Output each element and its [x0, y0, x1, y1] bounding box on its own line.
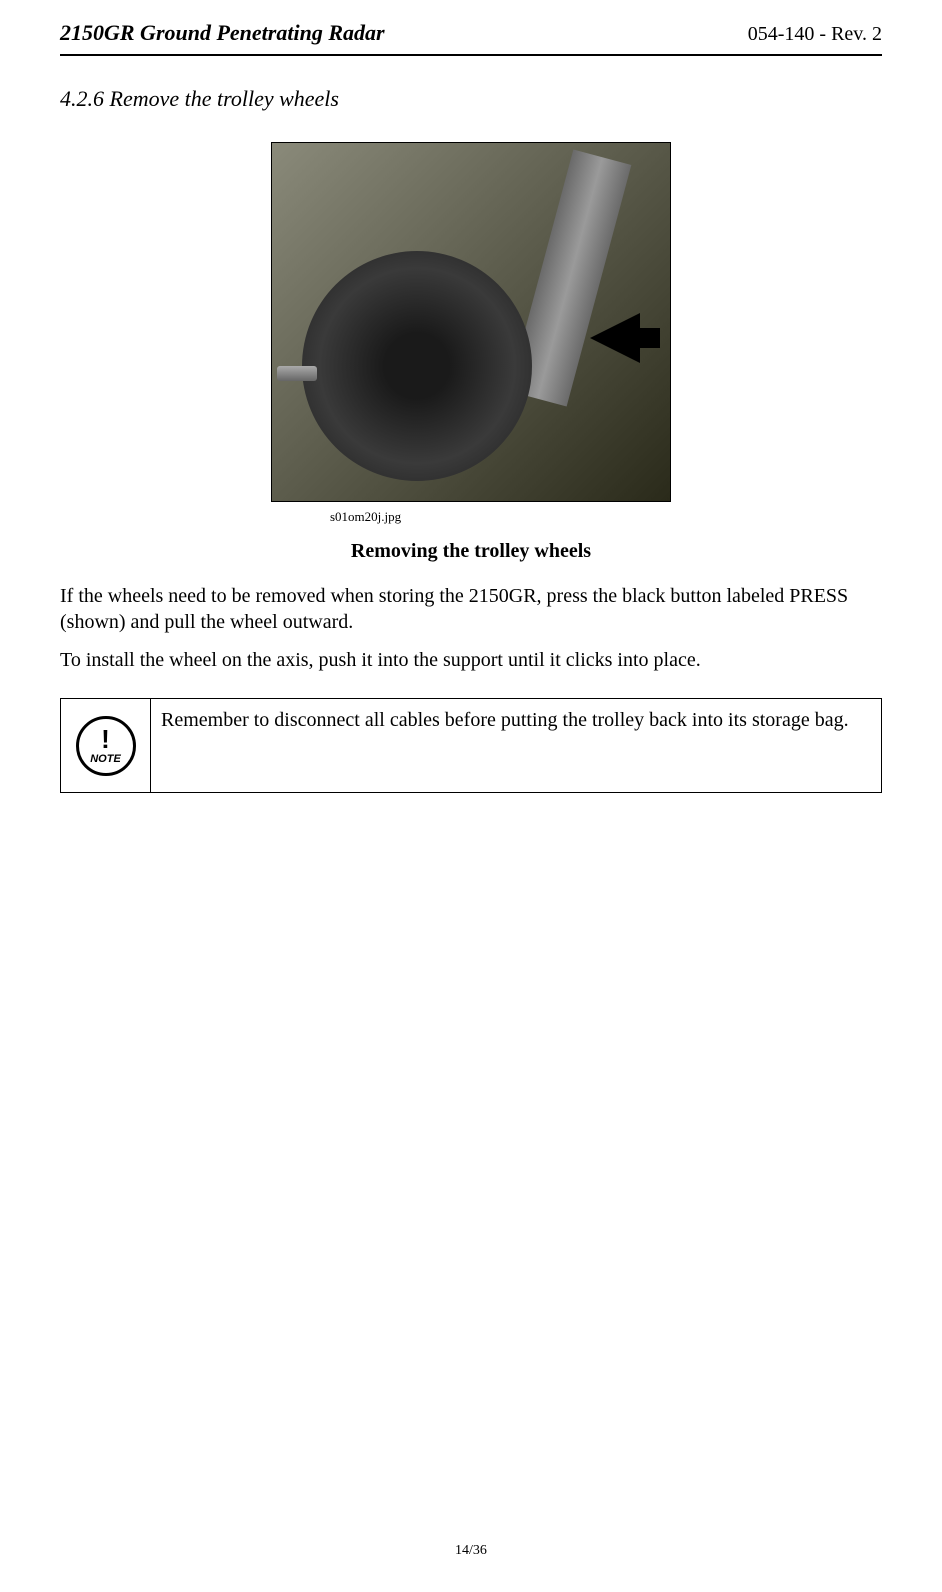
figure-container: s01om20j.jpg Removing the trolley wheels [60, 142, 882, 563]
wheel-graphic [302, 251, 532, 481]
paragraph-1: If the wheels need to be removed when st… [60, 583, 882, 635]
section-heading: 4.2.6 Remove the trolley wheels [60, 86, 882, 112]
note-exclaim-icon: ! [101, 726, 110, 752]
note-text: Remember to disconnect all cables before… [151, 699, 881, 792]
header-doc-number: 054-140 - Rev. 2 [748, 23, 882, 46]
arrow-icon [590, 313, 640, 363]
header-title-left: 2150GR Ground Penetrating Radar [60, 20, 385, 46]
page-header: 2150GR Ground Penetrating Radar 054-140 … [60, 20, 882, 56]
note-icon-cell: ! NOTE [61, 699, 151, 792]
page-number: 14/36 [60, 1543, 882, 1559]
paragraph-2: To install the wheel on the axis, push i… [60, 647, 882, 673]
note-box: ! NOTE Remember to disconnect all cables… [60, 698, 882, 793]
figure-filename: s01om20j.jpg [330, 509, 882, 525]
figure-image [271, 142, 671, 502]
axle-graphic [277, 366, 317, 381]
note-label: NOTE [90, 754, 121, 765]
figure-title: Removing the trolley wheels [60, 540, 882, 563]
note-icon: ! NOTE [76, 716, 136, 776]
